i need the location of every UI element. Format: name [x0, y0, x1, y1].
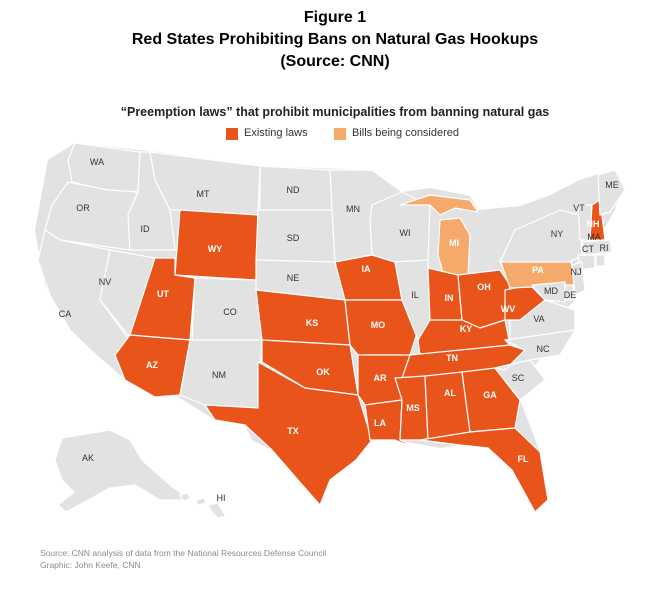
state-FL [419, 427, 549, 513]
state-label-NJ: NJ [571, 267, 582, 277]
state-OH [457, 269, 511, 329]
figure-source-note: (Source: CNN) [280, 53, 390, 70]
legend-label-considered: Bills being considered [352, 127, 460, 139]
legend-swatch-considered [334, 128, 346, 140]
state-AK [54, 429, 191, 513]
state-label-DE: DE [564, 290, 577, 300]
legend-label-existing: Existing laws [244, 127, 308, 139]
state-label-MI: MI [449, 238, 459, 248]
state-label-OR: OR [76, 203, 90, 213]
state-label-MA: MA [587, 232, 601, 242]
state-MD [531, 281, 566, 303]
state-label-ND: ND [287, 185, 300, 195]
state-label-MS: MS [406, 403, 420, 413]
state-label-ID: ID [141, 224, 151, 234]
state-IA [334, 254, 403, 301]
state-label-MT: MT [197, 189, 210, 199]
state-label-HI: HI [217, 493, 226, 503]
state-label-KY: KY [460, 324, 473, 334]
state-label-WI: WI [400, 228, 411, 238]
figure-number: Figure 1 [303, 9, 367, 26]
state-NJ [571, 261, 586, 296]
state-ME [597, 169, 626, 216]
state-label-SD: SD [287, 233, 300, 243]
state-label-IL: IL [411, 290, 419, 300]
source-note: Source: CNN analysis of data from the Na… [40, 548, 327, 558]
state-label-MD: MD [544, 286, 558, 296]
state-label-NY: NY [551, 229, 564, 239]
map-title: “Preemption laws” that prohibit municipa… [120, 105, 550, 119]
legend-swatch-existing [226, 128, 238, 140]
state-label-IN: IN [445, 293, 454, 303]
legend: Existing laws Bills being considered [0, 126, 670, 142]
state-label-KS: KS [306, 318, 319, 328]
figure-title: Red States Prohibiting Bans on Natural G… [131, 31, 539, 48]
state-label-WA: WA [90, 157, 104, 167]
state-label-FL: FL [518, 454, 529, 464]
state-label-NM: NM [212, 370, 226, 380]
state-KY [417, 319, 511, 356]
state-label-SC: SC [512, 373, 525, 383]
state-RI [595, 254, 606, 267]
state-label-MN: MN [346, 204, 360, 214]
state-label-OK: OK [316, 367, 330, 377]
state-label-CT: CT [582, 244, 594, 254]
state-label-TX: TX [287, 426, 299, 436]
state-label-VA: VA [533, 314, 544, 324]
state-label-ME: ME [605, 180, 619, 190]
state-MA [581, 239, 613, 256]
state-label-RI: RI [600, 243, 609, 253]
state-label-GA: GA [483, 390, 497, 400]
state-label-AK: AK [82, 453, 94, 463]
state-label-NV: NV [99, 277, 112, 287]
state-label-AZ: AZ [146, 360, 158, 370]
state-label-IA: IA [362, 264, 372, 274]
state-label-WY: WY [208, 244, 223, 254]
state-label-AR: AR [374, 373, 387, 383]
state-GA [461, 367, 521, 433]
state-TX [204, 361, 373, 506]
state-NC [494, 329, 576, 371]
state-label-WV: WV [501, 304, 516, 314]
state-MS [394, 375, 429, 441]
state-label-LA: LA [374, 418, 386, 428]
state-label-NH: NH [587, 219, 600, 229]
state-label-PA: PA [532, 265, 544, 275]
state-label-MO: MO [371, 320, 386, 330]
state-label-AL: AL [444, 388, 456, 398]
state-label-VT: VT [573, 203, 585, 213]
graphic-credit: Graphic: John Keefe, CNN [40, 560, 141, 570]
state-label-NE: NE [287, 273, 300, 283]
state-label-UT: UT [157, 289, 169, 299]
state-label-NC: NC [537, 344, 550, 354]
state-label-CA: CA [59, 309, 72, 319]
state-label-TN: TN [446, 353, 458, 363]
state-label-CO: CO [223, 307, 237, 317]
state-label-OH: OH [477, 282, 491, 292]
state-HI [179, 492, 227, 519]
